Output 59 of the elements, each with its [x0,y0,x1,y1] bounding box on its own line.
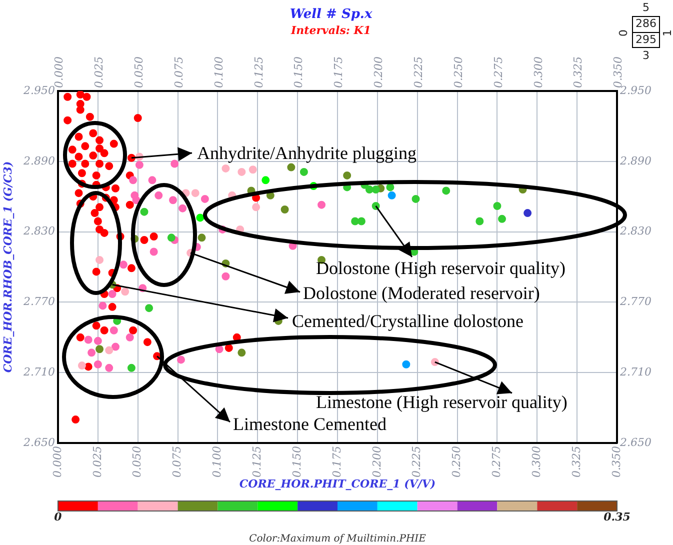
x-tick-label: 0.250 [450,446,464,478]
text: 286 [636,16,656,30]
x-tick-label: 0.050 [130,446,144,478]
x2-tick-label: 0.200 [372,56,386,88]
annotation: Dolostone (Moderated reservoir) [303,283,540,303]
chart-title: Well # Sp.x [290,7,372,22]
annotation: Cemented/Crystalline dolostone [292,311,524,331]
x-tick-label: 0.025 [90,446,104,478]
x-tick-label: 0.325 [570,446,583,478]
x-tick-label: 0.000 [50,446,64,478]
y2-tick-label: 2.650 [619,436,652,449]
y-tick-label: 2.950 [22,84,55,97]
x2-tick-label: 0.050 [132,56,146,88]
x2-tick-label: 0.100 [212,56,226,88]
x-tick-label: 0.275 [490,446,504,478]
x-axis-title: CORE_HOR.PHIT_CORE_1 (V/V) [239,477,436,490]
y2-tick-label: 2.710 [619,365,652,378]
color-bar-title: Color:Maximum of Muiltimin.PHIE [249,534,427,545]
x2-tick-label: 0.225 [412,56,426,88]
x-tick-label: 0.225 [410,446,424,478]
y-tick-label: 2.890 [22,154,55,168]
x-tick-label: 0.200 [370,446,384,478]
y-axis-title: CORE_HOR.RHOB_CORE_1 (G/C3) [1,161,14,373]
text: 295 [636,32,656,46]
x2-tick-label: 0.000 [52,56,66,88]
x2-tick-label: 0.025 [92,56,106,88]
annotation: Anhydrite/Anhydrite plugging [197,143,416,163]
x2-tick-label: 0.300 [532,56,545,88]
chart-subtitle: Intervals: K1 [290,24,372,37]
x-tick-label: 0.300 [530,446,543,478]
text: 0 [616,30,630,36]
annotation: Limestone (High reservoir quality) [316,392,568,412]
x2-tick-label: 0.125 [252,56,266,88]
x-tick-label: 0.125 [250,446,264,478]
color-bar-label: 0 [54,510,62,524]
annotation: Limestone Cemented [233,414,386,434]
x-tick-label: 0.150 [290,446,304,478]
y2-tick-label: 2.890 [619,154,652,168]
annotation: Dolostone (High reservoir quality) [316,258,566,278]
y2-tick-label: 2.830 [619,224,652,238]
x2-tick-label: 0.150 [292,56,306,88]
x2-tick-label: 0.275 [492,56,505,88]
text: 5 [642,0,650,14]
x-tick-label: 0.075 [170,446,184,478]
y-tick-label: 2.770 [22,295,55,308]
y-tick-label: 2.710 [22,365,55,378]
x-tick-label: 0.350 [610,446,623,478]
x2-tick-label: 0.175 [332,56,346,88]
x2-tick-label: 0.075 [172,56,186,88]
y-tick-label: 2.650 [22,436,55,449]
text: 3 [642,48,650,62]
y2-tick-label: 2.770 [619,295,652,308]
x2-tick-label: 0.325 [572,56,585,88]
x2-tick-label: 0.250 [452,56,465,88]
text: 1 [660,30,673,36]
y-tick-label: 2.830 [22,224,55,238]
x-tick-label: 0.100 [210,446,224,478]
x-tick-label: 0.175 [330,446,344,478]
color-bar-label: 0.35 [604,510,630,524]
